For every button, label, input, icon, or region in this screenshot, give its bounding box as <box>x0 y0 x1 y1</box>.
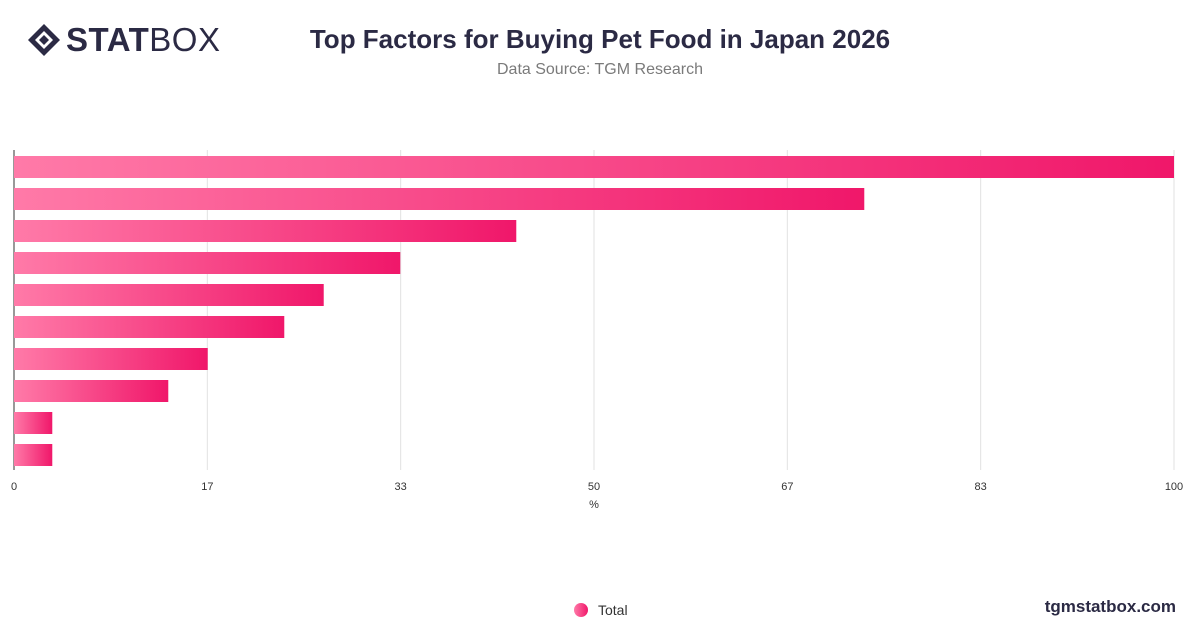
brand-bold-text: STAT <box>66 21 150 58</box>
bar[interactable] <box>14 252 401 274</box>
legend-marker <box>574 603 588 617</box>
x-tick-label: 83 <box>975 481 987 493</box>
x-tick-label: 100 <box>1165 481 1183 493</box>
bar[interactable] <box>14 444 53 466</box>
x-tick-label: 33 <box>395 481 407 493</box>
bar[interactable] <box>14 220 517 242</box>
statbox-logo-icon <box>28 24 60 56</box>
legend-label: Total <box>598 602 628 618</box>
x-tick-label: 50 <box>588 481 600 493</box>
bar[interactable] <box>14 412 53 434</box>
bar[interactable] <box>14 156 1174 178</box>
bar[interactable] <box>14 316 285 338</box>
brand-logo: STATBOX <box>26 22 220 58</box>
x-tick-label: 67 <box>781 481 793 493</box>
bars <box>14 156 1174 466</box>
legend[interactable]: Total <box>574 602 628 618</box>
x-tick-label: 17 <box>201 481 213 493</box>
brand-wordmark: STATBOX <box>66 22 220 58</box>
x-tick-labels: 0 17 33 50 67 83 100 <box>11 481 1183 493</box>
x-tick-label: 0 <box>11 481 17 493</box>
bar[interactable] <box>14 284 324 306</box>
bar[interactable] <box>14 348 208 370</box>
brand-light-text: BOX <box>149 21 221 58</box>
chart-subtitle: Data Source: TGM Research <box>496 61 703 78</box>
chart-title: Top Factors for Buying Pet Food in Japan… <box>309 24 891 54</box>
bar[interactable] <box>14 380 169 402</box>
site-url[interactable]: tgmstatbox.com <box>1044 597 1176 616</box>
bar[interactable] <box>14 188 865 210</box>
x-axis-label: % <box>589 499 599 511</box>
